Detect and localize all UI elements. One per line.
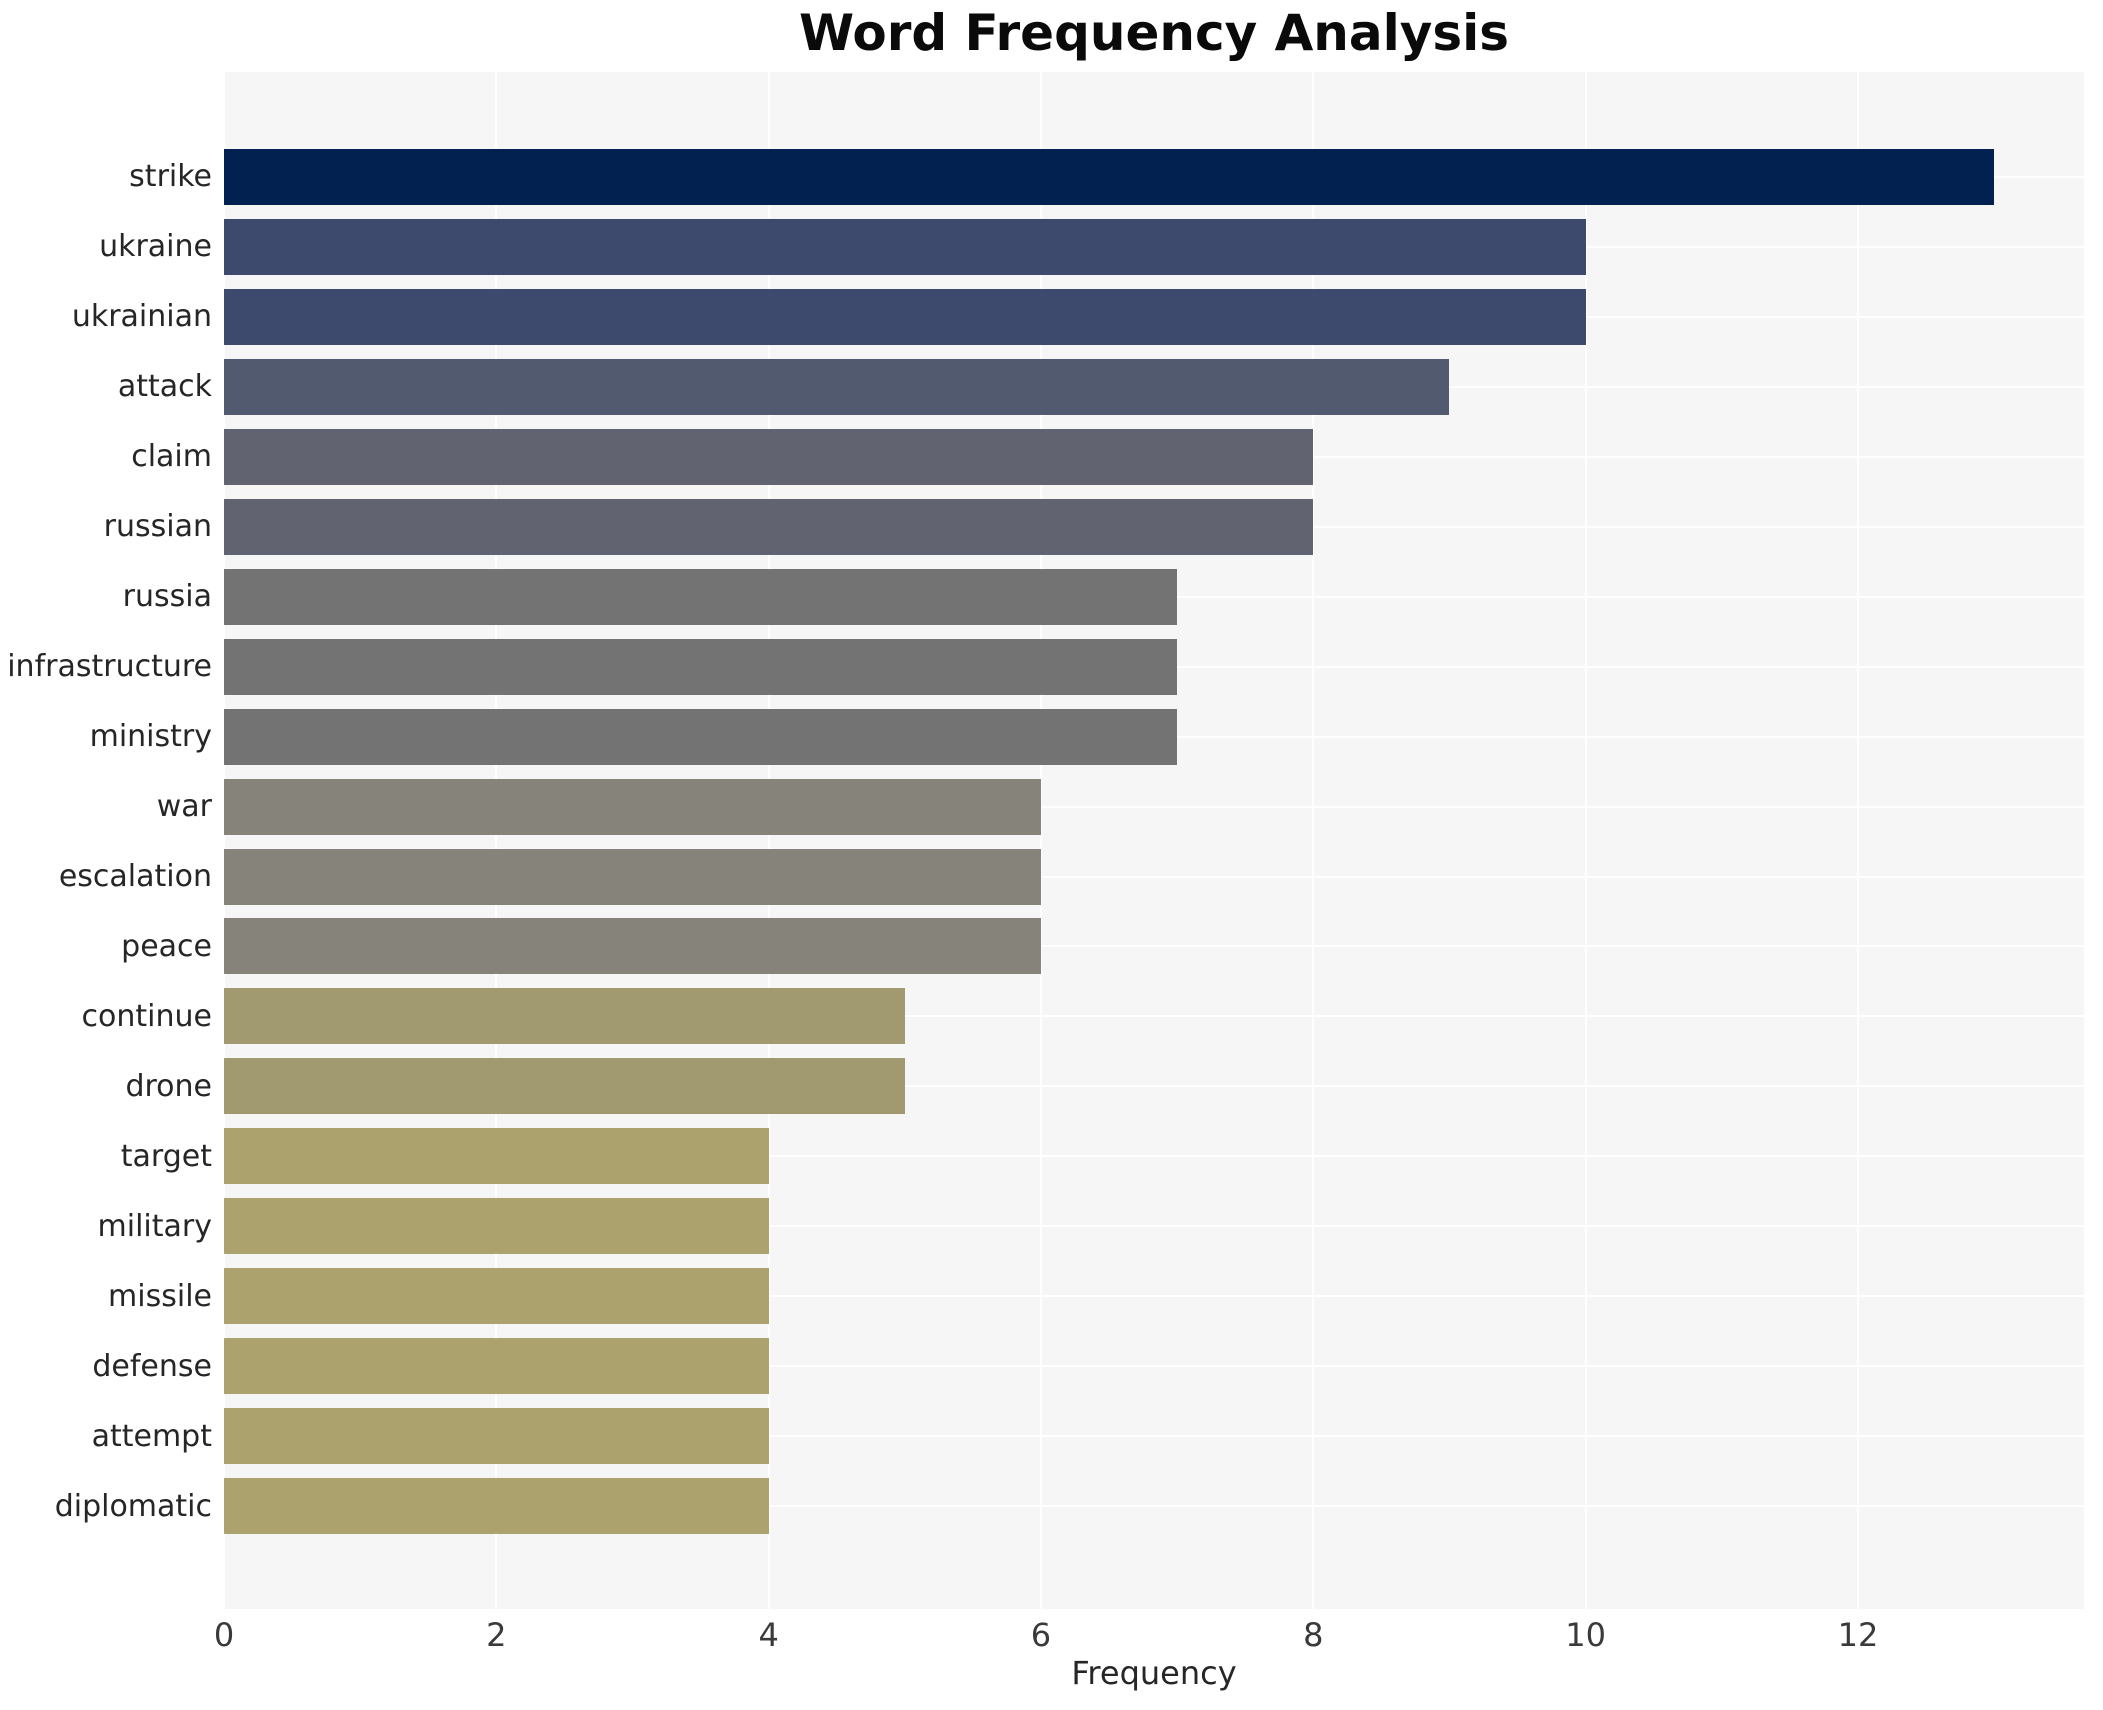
y-tick-label: ukraine [99, 229, 212, 265]
x-tick-label: 6 [1030, 1616, 1052, 1654]
y-tick-label: target [120, 1138, 212, 1174]
vertical-gridline [1039, 72, 1042, 1609]
vertical-gridline [1584, 72, 1587, 1609]
bar-row [224, 981, 2084, 1051]
bar-row [224, 1471, 2084, 1541]
bar-attack [224, 358, 1450, 415]
x-tick-label: 0 [213, 1616, 235, 1654]
bar-ministry [224, 708, 1178, 765]
y-tick-label: russia [122, 579, 212, 615]
horizontal-gridline [224, 1435, 2084, 1438]
y-tick-label: ministry [89, 719, 212, 755]
plot-area [223, 72, 2084, 1609]
x-tick-label: 12 [1837, 1616, 1879, 1654]
bar-row [224, 632, 2084, 702]
y-axis-labels: strike ukraine ukrainian attack claim russian… [0, 72, 216, 1609]
bar-russia [224, 568, 1178, 625]
bar-military [224, 1198, 769, 1255]
y-tick-label: infrastructure [7, 649, 212, 685]
bar-row [224, 422, 2084, 492]
y-tick-label: ukrainian [71, 299, 212, 335]
bar-row [224, 911, 2084, 981]
y-tick-label: continue [81, 998, 212, 1034]
horizontal-gridline [224, 1085, 2084, 1088]
y-tick-label: drone [125, 1068, 212, 1104]
horizontal-gridline [224, 945, 2084, 948]
chart-title: Word Frequency Analysis [798, 4, 1510, 62]
horizontal-gridline [224, 1505, 2084, 1508]
y-tick-label: claim [131, 439, 212, 475]
bar-ukrainian [224, 288, 1586, 345]
bar-row [224, 142, 2084, 212]
bar-rows [224, 72, 2084, 1609]
bar-row [224, 1261, 2084, 1331]
bar-row [224, 1401, 2084, 1471]
horizontal-gridline [224, 1295, 2084, 1298]
y-tick-label: strike [129, 159, 212, 195]
vertical-gridline [767, 72, 770, 1609]
y-tick-label: peace [121, 928, 212, 964]
bar-row [224, 1121, 2084, 1191]
bar-missile [224, 1268, 769, 1325]
x-axis-label: Frequency [1071, 1654, 1237, 1692]
bar-row [224, 352, 2084, 422]
x-tick-label: 2 [486, 1616, 507, 1654]
bar-continue [224, 988, 905, 1045]
bar-ukraine [224, 218, 1586, 275]
y-tick-label: defense [92, 1348, 212, 1384]
bar-drone [224, 1058, 905, 1115]
bar-peace [224, 918, 1041, 975]
bar-row [224, 492, 2084, 562]
x-tick-label: 10 [1565, 1616, 1606, 1654]
horizontal-gridline [224, 875, 2084, 878]
x-tick-label: 4 [758, 1616, 779, 1654]
horizontal-gridline [224, 1225, 2084, 1228]
bar-row [224, 842, 2084, 912]
vertical-gridline [495, 72, 498, 1609]
bar-claim [224, 428, 1314, 485]
y-tick-label: russian [103, 509, 212, 545]
y-tick-label: war [156, 789, 212, 825]
bar-row [224, 212, 2084, 282]
y-tick-label: attack [117, 369, 212, 405]
bar-target [224, 1128, 769, 1185]
bar-defense [224, 1338, 769, 1395]
vertical-gridline [223, 72, 225, 1609]
bar-attempt [224, 1408, 769, 1465]
x-tick-label: 8 [1303, 1616, 1324, 1654]
vertical-gridline [1312, 72, 1315, 1609]
y-tick-label: missile [108, 1278, 212, 1314]
horizontal-gridline [224, 1155, 2084, 1158]
bar-escalation [224, 848, 1041, 905]
horizontal-gridline [224, 805, 2084, 808]
y-tick-label: escalation [58, 859, 212, 894]
bar-diplomatic [224, 1478, 769, 1535]
bar-row [224, 1331, 2084, 1401]
bar-row [224, 772, 2084, 842]
bar-row [224, 702, 2084, 772]
bar-row [224, 1191, 2084, 1261]
y-tick-label: military [97, 1208, 212, 1244]
y-tick-label: attempt [91, 1418, 212, 1454]
bar-row [224, 1051, 2084, 1121]
horizontal-gridline [224, 1365, 2084, 1368]
bar-russian [224, 498, 1314, 555]
vertical-gridline [1856, 72, 1859, 1609]
horizontal-gridline [224, 1015, 2084, 1018]
bar-infrastructure [224, 638, 1178, 695]
bar-row [224, 282, 2084, 352]
bar-strike [224, 148, 1995, 205]
y-tick-label: diplomatic [54, 1488, 212, 1524]
bar-war [224, 778, 1041, 835]
bar-row [224, 562, 2084, 632]
